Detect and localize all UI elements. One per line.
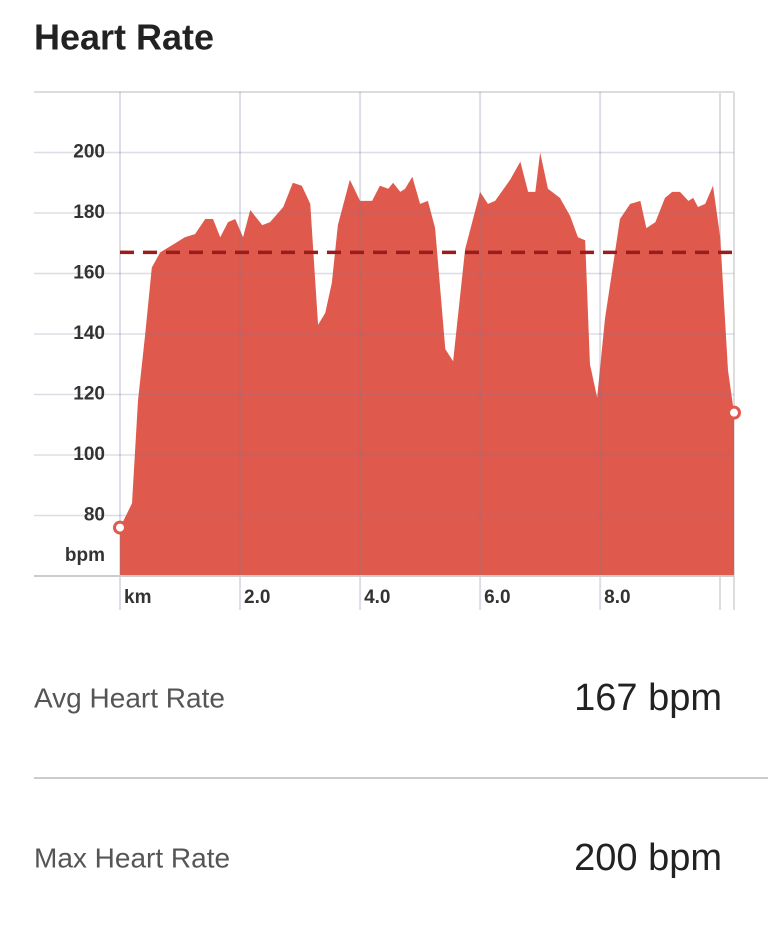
y-tick-label: 100 bbox=[73, 444, 105, 465]
y-tick-label: 80 bbox=[84, 505, 105, 526]
stat-label: Max Heart Rate bbox=[34, 842, 230, 873]
endpoint-marker bbox=[727, 405, 741, 420]
heart-rate-area bbox=[120, 152, 734, 576]
x-tick-label: km bbox=[124, 587, 151, 608]
y-tick-label: 180 bbox=[73, 202, 105, 223]
stat-value: 200 bpm bbox=[574, 837, 722, 879]
y-tick-label: 140 bbox=[73, 323, 105, 344]
x-tick-label: 2.0 bbox=[244, 587, 270, 608]
endpoint-marker bbox=[113, 520, 127, 535]
x-tick-label: 6.0 bbox=[484, 587, 510, 608]
y-tick-label: 200 bbox=[73, 142, 105, 163]
x-tick-label: 4.0 bbox=[364, 587, 390, 608]
y-unit-label: bpm bbox=[65, 545, 105, 566]
stat-label: Avg Heart Rate bbox=[34, 682, 225, 713]
x-tick-label: 8.0 bbox=[604, 587, 630, 608]
stat-value: 167 bpm bbox=[574, 677, 722, 719]
y-tick-label: 120 bbox=[73, 384, 105, 405]
y-tick-label: 160 bbox=[73, 263, 105, 284]
panel-title: Heart Rate bbox=[34, 17, 214, 58]
